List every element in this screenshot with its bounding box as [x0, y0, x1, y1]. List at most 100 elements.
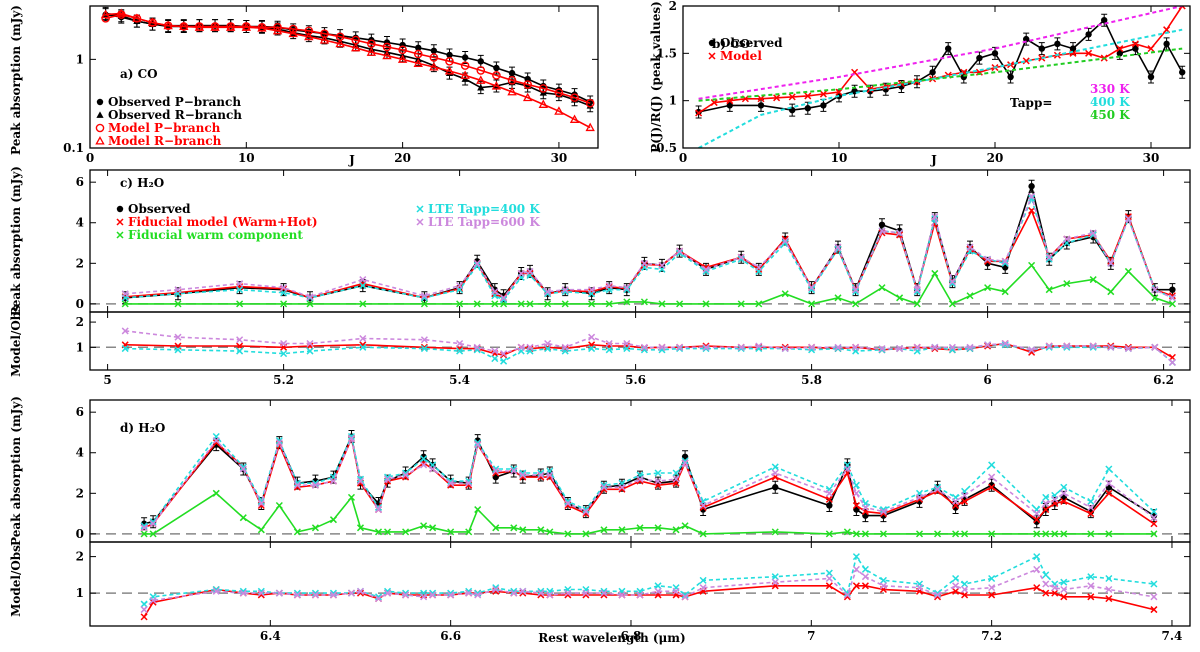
data-point: [618, 591, 626, 599]
y-tick-label: 0.5: [656, 141, 677, 155]
legend-marker: [416, 218, 424, 226]
data-point: [879, 508, 887, 516]
data-point: [1107, 259, 1115, 267]
data-point: [681, 457, 689, 465]
data-point: [491, 355, 499, 363]
data-point: [280, 284, 288, 292]
y-axis-label: P(J)/R(J) (peak values): [649, 1, 663, 153]
legend-label: Observed: [128, 202, 191, 216]
data-point: [546, 528, 554, 536]
error-bar: [655, 476, 662, 490]
data-point: [149, 596, 157, 604]
data-point: [966, 292, 974, 300]
data-point: [280, 289, 288, 297]
error-bar: [945, 42, 952, 56]
x-axis-label: J: [348, 153, 355, 167]
legend-label: LTE Tapp=400 K: [428, 202, 540, 216]
data-point: [1051, 589, 1059, 597]
data-point: [1087, 582, 1095, 590]
data-point: [588, 333, 596, 341]
x-tick-label: 30: [1143, 151, 1160, 165]
legend-marker: [116, 218, 124, 226]
data-point: [600, 481, 608, 489]
data-point: [636, 591, 644, 599]
data-point: [835, 88, 843, 96]
data-point: [1150, 508, 1158, 516]
data-point: [1060, 497, 1068, 505]
x-tick-label: 20: [394, 151, 411, 165]
data-point: [878, 345, 886, 353]
data-point: [1105, 595, 1113, 603]
data-point: [306, 300, 314, 308]
data-point: [699, 530, 707, 538]
data-point: [755, 300, 763, 308]
data-point: [879, 530, 887, 538]
data-point: [961, 585, 969, 594]
data-point: [852, 582, 860, 590]
data-point: [179, 21, 189, 31]
x-tick-label: 0: [679, 151, 687, 165]
data-point: [570, 93, 579, 102]
data-point: [356, 524, 365, 532]
data-point: [988, 473, 996, 481]
data-point: [544, 300, 552, 308]
data-point: [1042, 580, 1050, 588]
data-point: [699, 584, 707, 592]
panel-c-ratio: 5 5.2 5.4 5.6 5.8 6 6.2 1 2 Model/Obs: [9, 305, 1191, 387]
data-point: [239, 465, 247, 473]
data-point: [140, 530, 148, 538]
data-point: [699, 576, 707, 584]
data-point: [1033, 510, 1041, 518]
data-point: [140, 606, 148, 614]
data-point: [948, 343, 956, 351]
data-point: [194, 22, 205, 31]
legend-title: Tapp=: [1010, 96, 1052, 110]
data-point: [825, 495, 833, 503]
error-bar: [1101, 13, 1108, 27]
data-point: [236, 286, 244, 294]
error-bar: [1028, 179, 1035, 193]
data-point: [526, 343, 534, 351]
data-point: [351, 42, 361, 52]
data-point: [491, 300, 499, 308]
data-point: [507, 86, 517, 96]
data-point: [1051, 584, 1059, 592]
data-point: [319, 35, 330, 44]
data-point: [465, 528, 473, 536]
data-point: [359, 282, 367, 290]
y-axis-label: Peak absorption (mJy): [9, 396, 23, 546]
data-point: [623, 286, 631, 294]
data-point: [825, 569, 833, 577]
data-point: [500, 294, 508, 302]
data-point: [460, 61, 470, 70]
data-point: [861, 573, 869, 581]
data-point: [1168, 358, 1176, 366]
data-point: [564, 497, 572, 505]
data-point: [843, 465, 851, 473]
data-point: [147, 17, 158, 27]
data-point: [582, 589, 590, 597]
legend-label: LTE Tapp=600 K: [428, 215, 540, 229]
data-point: [1063, 280, 1071, 288]
data-point: [966, 343, 974, 351]
legend-label: Fiducial warm component: [128, 228, 303, 242]
data-point: [681, 591, 689, 599]
data-point: [585, 122, 595, 132]
series-line-2: [144, 492, 1154, 535]
data-point: [1028, 261, 1036, 269]
data-point: [420, 455, 428, 463]
panel-a: 0 10 20 30 0.1 1 Peak absorption (mJy) Ja) CO Ob…: [9, 5, 599, 167]
data-point: [1087, 497, 1095, 505]
data-point: [984, 341, 992, 349]
data-point: [1124, 213, 1132, 221]
data-point: [225, 22, 236, 31]
data-point: [834, 243, 842, 251]
data-point: [311, 524, 319, 532]
data-point: [623, 284, 631, 292]
data-point: [384, 528, 392, 536]
data-point: [825, 582, 833, 590]
data-point: [561, 286, 569, 294]
data-point: [241, 22, 252, 31]
x-tick-label: 6: [983, 373, 991, 387]
data-point: [1087, 530, 1095, 538]
